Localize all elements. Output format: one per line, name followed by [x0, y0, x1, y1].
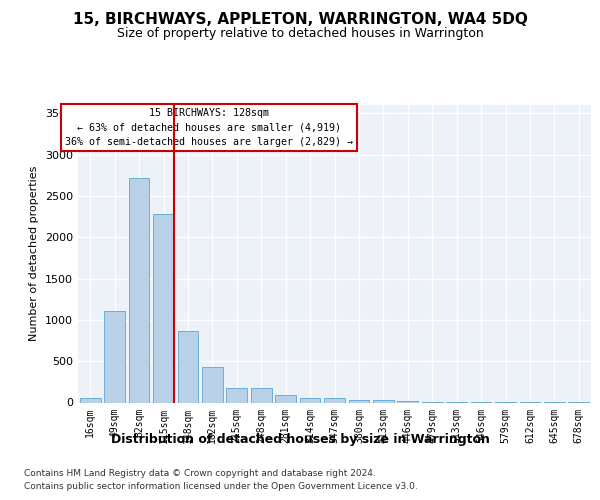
Bar — [397, 400, 418, 402]
Bar — [104, 311, 125, 402]
Bar — [80, 398, 101, 402]
Bar — [202, 367, 223, 402]
Bar — [178, 330, 199, 402]
Bar — [251, 388, 272, 402]
Text: Size of property relative to detached houses in Warrington: Size of property relative to detached ho… — [116, 28, 484, 40]
Text: Distribution of detached houses by size in Warrington: Distribution of detached houses by size … — [110, 432, 490, 446]
Y-axis label: Number of detached properties: Number of detached properties — [29, 166, 40, 342]
Text: Contains HM Land Registry data © Crown copyright and database right 2024.: Contains HM Land Registry data © Crown c… — [24, 469, 376, 478]
Text: 15 BIRCHWAYS: 128sqm
← 63% of detached houses are smaller (4,919)
36% of semi-de: 15 BIRCHWAYS: 128sqm ← 63% of detached h… — [65, 108, 353, 147]
Bar — [299, 398, 320, 402]
Bar — [349, 400, 370, 402]
Text: Contains public sector information licensed under the Open Government Licence v3: Contains public sector information licen… — [24, 482, 418, 491]
Bar — [153, 214, 174, 402]
Bar — [226, 388, 247, 402]
Bar — [275, 394, 296, 402]
Text: 15, BIRCHWAYS, APPLETON, WARRINGTON, WA4 5DQ: 15, BIRCHWAYS, APPLETON, WARRINGTON, WA4… — [73, 12, 527, 28]
Bar — [373, 400, 394, 402]
Bar — [324, 398, 345, 402]
Bar — [128, 178, 149, 402]
